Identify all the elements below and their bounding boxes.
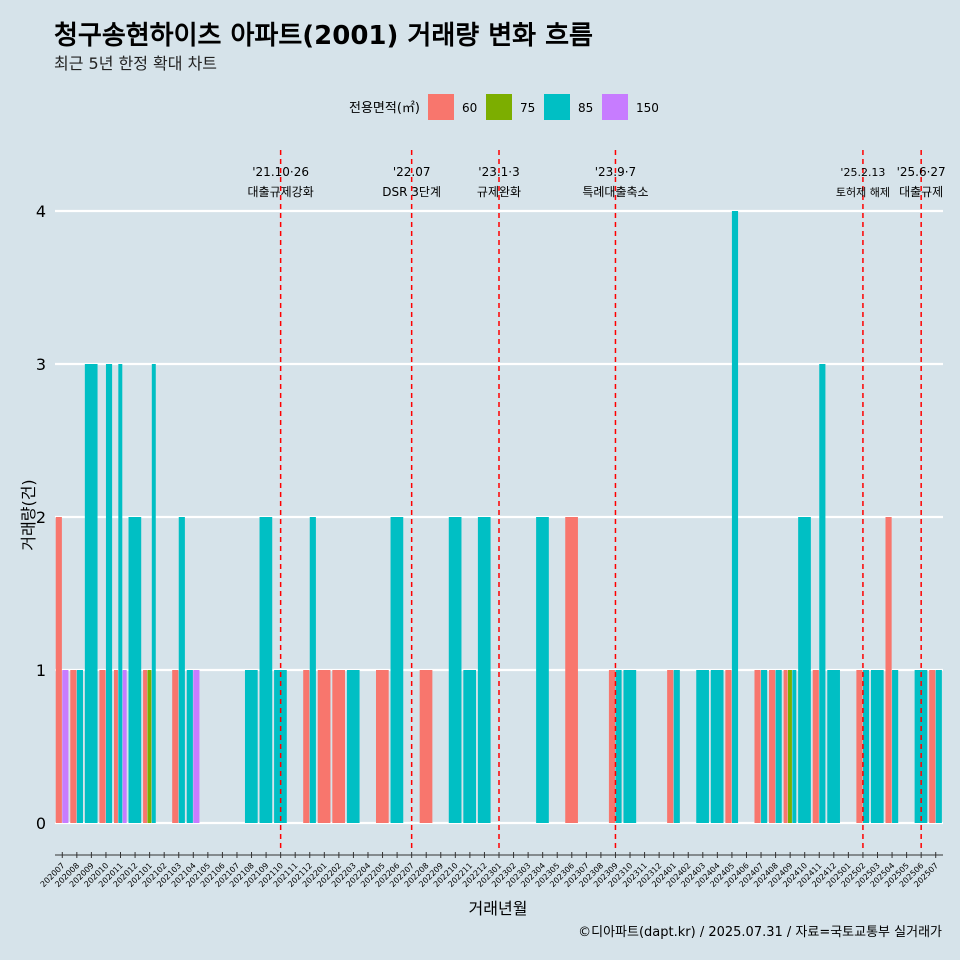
caption: ©디아파트(dapt.kr) / 2025.07.31 / 자료=국토교통부 실… — [578, 925, 942, 940]
event-markers: '21.10·26 대출규제강화 '22.07 DSR 3단계 '23.1·3 규제완화 '… — [248, 150, 946, 851]
event-label-2: 규제완화 — [477, 185, 521, 199]
legend-label-85: 85 — [578, 101, 593, 115]
event-label-4: 토허제 해제 — [836, 185, 890, 199]
event-label-5: 대출규제 — [899, 185, 943, 199]
bar-202112-60 — [303, 670, 310, 823]
legend: 전용면적(㎡) 60 75 85 150 — [349, 94, 659, 120]
event-date-5: '25.6·27 — [897, 165, 946, 179]
y-axis: 0 1 2 3 4 — [36, 202, 46, 833]
bars — [55, 211, 942, 823]
bar-202407-60 — [754, 670, 761, 823]
bar-202101-85 — [151, 364, 156, 823]
legend-swatch-60 — [428, 94, 454, 120]
bar-202205-60 — [375, 670, 389, 823]
bar-202507-60 — [929, 670, 936, 823]
bar-202007-150 — [62, 670, 69, 823]
bar-202203-85 — [346, 670, 360, 823]
bar-202408-60 — [769, 670, 776, 823]
bar-202503-85 — [870, 670, 884, 823]
bar-202306-60 — [565, 517, 578, 823]
bar-202011-150 — [122, 670, 127, 823]
event-date-0: '21.10·26 — [252, 165, 309, 179]
legend-swatch-85 — [544, 94, 570, 120]
bar-202210-85 — [448, 517, 462, 823]
bar-202410-85 — [798, 517, 811, 823]
bar-202310-85 — [623, 670, 637, 823]
bar-202112-85 — [309, 517, 316, 823]
event-date-2: '23.1·3 — [478, 165, 519, 179]
event-date-1: '22.07 — [393, 165, 431, 179]
y-tick-label-0: 0 — [36, 814, 46, 833]
event-label-1: DSR 3단계 — [382, 185, 441, 199]
x-axis-label: 거래년월 — [469, 899, 528, 918]
bar-202504-60 — [885, 517, 892, 823]
bar-202401-60 — [667, 670, 674, 823]
bar-202104-85 — [186, 670, 193, 823]
bar-202101-60 — [143, 670, 148, 823]
bar-202201-60 — [317, 670, 331, 823]
bar-202502-60 — [856, 670, 863, 823]
bar-202504-85 — [892, 670, 899, 823]
bar-202008-85 — [76, 670, 83, 823]
bar-202309-85 — [615, 670, 622, 823]
bar-202009-85 — [84, 364, 98, 823]
legend-label-60: 60 — [462, 101, 477, 115]
event-label-0: 대출규제강화 — [248, 185, 314, 199]
bar-202409-75 — [787, 670, 792, 823]
bar-202309-60 — [608, 670, 616, 823]
y-tick-label-2: 2 — [36, 508, 46, 527]
y-axis-label: 거래량(건) — [19, 479, 38, 550]
bar-202108-85 — [244, 670, 258, 823]
bar-202208-60 — [419, 670, 433, 823]
bar-202010-60 — [99, 670, 106, 823]
bar-202401-85 — [673, 670, 680, 823]
bar-202011-60 — [113, 670, 118, 823]
bar-202202-60 — [332, 670, 346, 823]
bar-202008-60 — [70, 670, 77, 823]
bar-202404-85 — [710, 670, 724, 823]
legend-swatch-150 — [602, 94, 628, 120]
bar-202012-85 — [128, 517, 142, 823]
y-tick-label-3: 3 — [36, 355, 46, 374]
bar-202212-85 — [477, 517, 491, 823]
bar-202412-85 — [827, 670, 840, 823]
event-date-4: '25.2.13 — [840, 166, 885, 179]
event-label-3: 특례대출축소 — [582, 185, 648, 199]
bar-202409-85 — [792, 670, 797, 823]
bar-202206-85 — [390, 517, 404, 823]
chart-title: 청구송현하이츠 아파트(2001) 거래량 변화 흐름 — [54, 21, 593, 51]
bar-202507-85 — [935, 670, 942, 823]
bar-202109-85 — [259, 517, 273, 823]
bar-202011-85 — [118, 364, 123, 823]
legend-title: 전용면적(㎡) — [349, 101, 420, 116]
bar-202411-85 — [819, 364, 826, 823]
bar-202103-60 — [172, 670, 179, 823]
x-axis: 2020072020082020092020102020112020122021… — [39, 852, 943, 889]
legend-label-150: 150 — [636, 101, 659, 115]
bar-202104-150 — [193, 670, 200, 823]
bar-202405-85 — [731, 211, 739, 823]
legend-swatch-75 — [486, 94, 512, 120]
bar-202304-85 — [536, 517, 549, 823]
bar-202010-85 — [105, 364, 113, 823]
bar-202408-85 — [775, 670, 782, 823]
bar-202502-85 — [862, 670, 870, 823]
bar-202103-85 — [178, 517, 185, 823]
bar-202405-60 — [725, 670, 732, 823]
chart-subtitle: 최근 5년 한정 확대 차트 — [54, 54, 217, 73]
bar-202007-60 — [55, 517, 62, 823]
bar-202407-85 — [761, 670, 768, 823]
y-tick-label-1: 1 — [36, 661, 46, 680]
bar-202101-75 — [147, 670, 152, 823]
bar-202211-85 — [463, 670, 477, 823]
y-tick-label-4: 4 — [36, 202, 46, 221]
bar-202403-85 — [696, 670, 709, 823]
legend-label-75: 75 — [520, 101, 535, 115]
bar-202409-60 — [783, 670, 788, 823]
bar-202411-60 — [812, 670, 819, 823]
event-date-3: '23.9·7 — [595, 165, 636, 179]
